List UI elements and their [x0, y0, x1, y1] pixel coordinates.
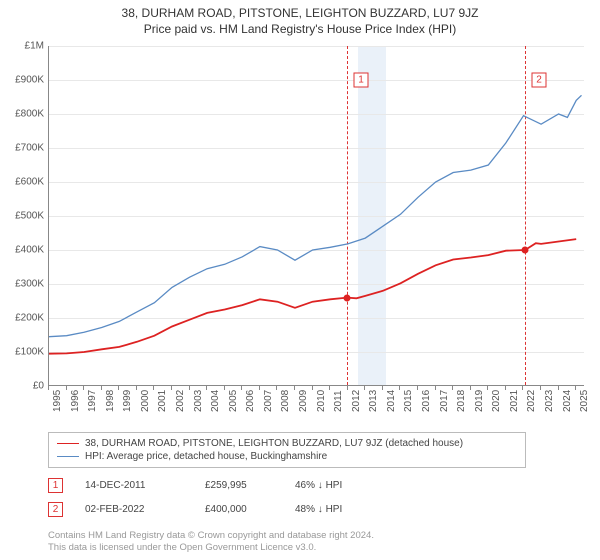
legend-swatch-hpi: [57, 456, 79, 457]
sale-label-box: 2: [532, 73, 547, 88]
x-tick-label: 2024: [562, 390, 573, 412]
x-tick-label: 2001: [157, 390, 168, 412]
y-tick-label: £300K: [6, 279, 44, 290]
x-tick-label: 2010: [316, 390, 327, 412]
sale-marker: [522, 247, 529, 254]
legend-row-property: 38, DURHAM ROAD, PITSTONE, LEIGHTON BUZZ…: [57, 437, 517, 450]
sale-num-box-2: 2: [48, 502, 63, 517]
sale-date-1: 14-DEC-2011: [85, 480, 205, 491]
sale-num-box-1: 1: [48, 478, 63, 493]
x-tick-label: 2016: [421, 390, 432, 412]
x-tick-label: 1995: [52, 390, 63, 412]
x-tick-label: 2012: [351, 390, 362, 412]
y-tick-label: £200K: [6, 313, 44, 324]
y-tick-label: £700K: [6, 143, 44, 154]
y-tick-label: £1M: [6, 41, 44, 52]
legend-label-property: 38, DURHAM ROAD, PITSTONE, LEIGHTON BUZZ…: [85, 438, 463, 449]
sale-row-2: 2 02-FEB-2022 £400,000 48% ↓ HPI: [48, 502, 584, 517]
sale-date-2: 02-FEB-2022: [85, 504, 205, 515]
x-axis-labels: 1995 1996 1997 1998 1999 2000 2001 2002 2003 2004…: [48, 388, 584, 428]
x-tick-label: 1998: [105, 390, 116, 412]
line-svg: [49, 46, 585, 386]
series-line-property: [49, 239, 576, 354]
y-tick-label: £0: [6, 381, 44, 392]
sale-marker: [344, 294, 351, 301]
x-tick-label: 1997: [87, 390, 98, 412]
figure-container: 38, DURHAM ROAD, PITSTONE, LEIGHTON BUZZ…: [0, 0, 600, 560]
y-tick-label: £100K: [6, 347, 44, 358]
x-tick-label: 2003: [193, 390, 204, 412]
y-tick-label: £500K: [6, 211, 44, 222]
sale-label-box: 1: [354, 73, 369, 88]
legend-label-hpi: HPI: Average price, detached house, Buck…: [85, 451, 327, 462]
y-tick-label: £400K: [6, 245, 44, 256]
legend-swatch-property: [57, 443, 79, 444]
x-tick-label: 2025: [579, 390, 590, 412]
x-tick-label: 2007: [263, 390, 274, 412]
x-tick-label: 2005: [228, 390, 239, 412]
x-tick-label: 2013: [368, 390, 379, 412]
sale-price-1: £259,995: [205, 480, 295, 491]
footer-line1: Contains HM Land Registry data © Crown c…: [48, 530, 374, 542]
x-tick-label: 2018: [456, 390, 467, 412]
title-address: 38, DURHAM ROAD, PITSTONE, LEIGHTON BUZZ…: [0, 0, 600, 20]
x-tick-label: 2015: [403, 390, 414, 412]
x-tick-label: 1999: [122, 390, 133, 412]
sale-row-1: 1 14-DEC-2011 £259,995 46% ↓ HPI: [48, 478, 584, 493]
x-tick-label: 1996: [70, 390, 81, 412]
sale-pct-2: 48% ↓ HPI: [295, 504, 385, 515]
x-tick-label: 2006: [245, 390, 256, 412]
x-tick-label: 2004: [210, 390, 221, 412]
chart-area: 12 £0£100K£200K£300K£400K£500K£600K£700K…: [48, 46, 584, 386]
x-tick-label: 2008: [280, 390, 291, 412]
x-tick-label: 2017: [439, 390, 450, 412]
sale-price-2: £400,000: [205, 504, 295, 515]
y-tick-label: £600K: [6, 177, 44, 188]
legend-box: 38, DURHAM ROAD, PITSTONE, LEIGHTON BUZZ…: [48, 432, 526, 468]
x-tick-label: 2009: [298, 390, 309, 412]
title-subtitle: Price paid vs. HM Land Registry's House …: [0, 20, 600, 40]
x-tick-label: 2014: [386, 390, 397, 412]
y-tick-label: £800K: [6, 109, 44, 120]
footer-line2: This data is licensed under the Open Gov…: [48, 542, 374, 554]
y-tick-label: £900K: [6, 75, 44, 86]
x-tick-label: 2002: [175, 390, 186, 412]
sale-pct-1: 46% ↓ HPI: [295, 480, 385, 491]
x-tick-label: 2022: [526, 390, 537, 412]
plot-box: 12: [48, 46, 584, 386]
x-tick-label: 2021: [509, 390, 520, 412]
footer-attribution: Contains HM Land Registry data © Crown c…: [48, 530, 374, 554]
x-tick-label: 2019: [474, 390, 485, 412]
x-tick-label: 2020: [491, 390, 502, 412]
legend-row-hpi: HPI: Average price, detached house, Buck…: [57, 450, 517, 463]
x-tick-label: 2011: [333, 390, 344, 412]
x-tick-label: 2000: [140, 390, 151, 412]
x-tick-label: 2023: [544, 390, 555, 412]
